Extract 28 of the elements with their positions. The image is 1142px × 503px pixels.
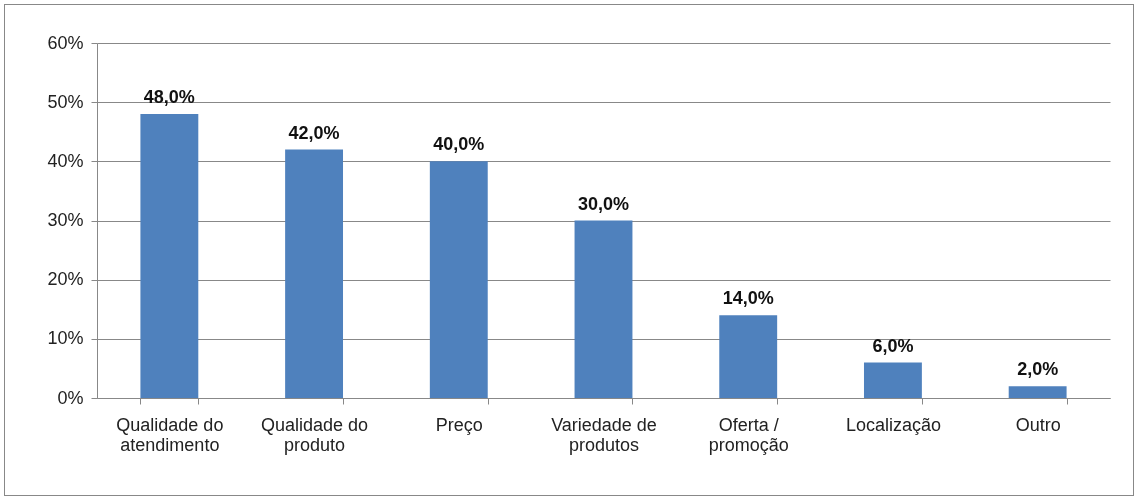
y-tick-label: 20% [47,269,84,290]
y-tick-label: 40% [47,150,84,171]
y-tick-label: 60% [47,32,84,53]
y-tick-label: 30% [47,210,84,230]
x-tick-label: Preço [435,414,483,435]
data-label: 6,0% [872,335,914,356]
y-tick-label: 0% [57,387,84,408]
bar [1008,386,1067,398]
x-tick-label: Variedade de produtos [551,414,657,455]
x-tick-label: Outro [1015,414,1061,435]
data-label: 42,0% [288,122,340,143]
bar [574,220,633,398]
bar [719,315,778,398]
x-tick-label: Qualidade do atendimento [116,414,224,455]
x-tick-label: Localização [845,414,941,435]
y-tick-label: 10% [47,328,84,349]
x-tick-label: Qualidade do produto [261,414,369,455]
x-tick-label: Oferta / promoção [708,414,789,455]
bar [285,149,344,398]
y-tick-label: 50% [47,91,84,112]
data-label: 14,0% [722,288,774,309]
data-label: 40,0% [433,134,485,155]
bar [863,362,922,398]
bar [429,161,488,398]
data-label: 30,0% [577,193,630,214]
bar [140,114,199,398]
data-label: 2,0% [1017,359,1059,380]
data-label: 48,0% [143,87,195,107]
